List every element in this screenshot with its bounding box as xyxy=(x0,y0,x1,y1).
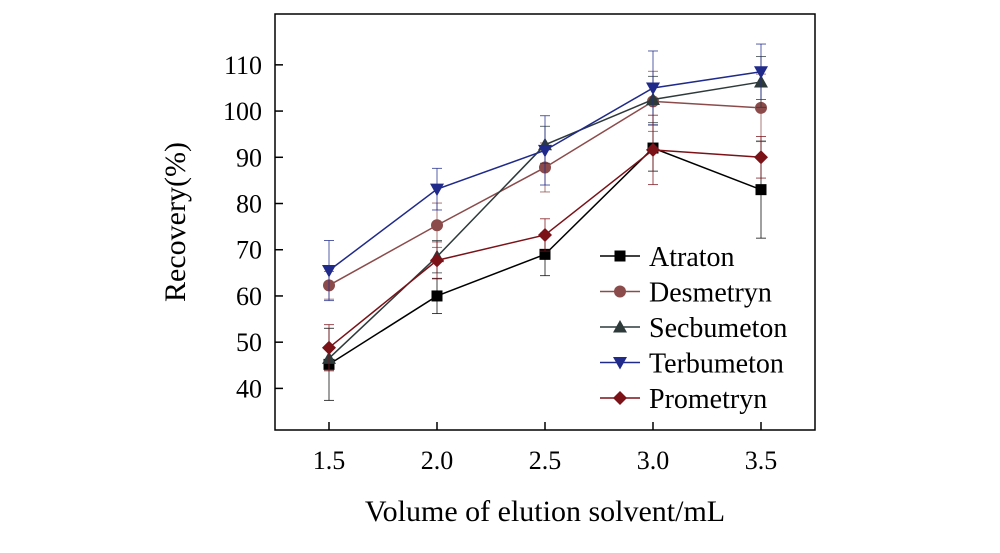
x-tick-label: 1.5 xyxy=(313,446,346,475)
series-terbumeton xyxy=(322,43,768,302)
y-tick-label: 40 xyxy=(236,374,262,403)
data-point-prometryn xyxy=(646,142,660,157)
x-tick-label: 3.5 xyxy=(745,446,778,475)
series-group xyxy=(322,43,768,401)
x-axis-title: Volume of elution solvent/mL xyxy=(365,495,725,528)
data-point-terbumeton xyxy=(538,144,552,158)
data-point-prometryn xyxy=(322,340,336,355)
legend-item-desmetryn: Desmetryn xyxy=(600,278,772,309)
legend-marker-terbumeton xyxy=(613,357,627,370)
legend-label-atraton: Atraton xyxy=(649,242,735,273)
data-point-desmetryn xyxy=(431,219,443,232)
y-tick-label: 70 xyxy=(236,236,262,265)
legend-item-prometryn: Prometryn xyxy=(600,384,767,415)
y-tick-label: 50 xyxy=(236,328,262,357)
legend-label-prometryn: Prometryn xyxy=(649,384,767,415)
y-tick-label: 60 xyxy=(236,282,262,311)
legend-label-terbumeton: Terbumeton xyxy=(649,349,784,380)
data-point-prometryn xyxy=(754,150,768,165)
data-point-atraton xyxy=(431,290,443,302)
data-point-terbumeton xyxy=(754,66,768,79)
axis-ticks: 1.5 2.0 2.5 3.0 3.5 40 50 60 70 80 90 100 110 xyxy=(223,51,777,475)
legend-item-atraton: Atraton xyxy=(600,242,735,273)
legend-label-secbumeton: Secbumeton xyxy=(649,313,787,344)
legend-marker-atraton xyxy=(614,250,626,262)
legend-label-desmetryn: Desmetryn xyxy=(649,278,772,309)
data-point-atraton xyxy=(755,184,767,196)
data-point-prometryn xyxy=(430,253,444,268)
data-point-terbumeton xyxy=(430,183,444,197)
series-prometryn xyxy=(322,114,768,372)
legend-item-secbumeton: Secbumeton xyxy=(600,313,787,344)
y-axis-title: Recovery(%) xyxy=(159,142,192,302)
legend-marker-prometryn xyxy=(613,391,627,405)
x-tick-label: 2.5 xyxy=(529,446,562,475)
y-tick-label: 90 xyxy=(236,143,262,172)
data-point-terbumeton xyxy=(646,82,660,95)
data-point-atraton xyxy=(539,248,551,260)
legend-item-terbumeton: Terbumeton xyxy=(600,349,784,380)
x-tick-label: 2.0 xyxy=(421,446,454,475)
legend-marker-secbumeton xyxy=(613,320,627,333)
data-point-terbumeton xyxy=(322,265,336,278)
y-tick-label: 100 xyxy=(223,97,262,126)
legend: Atraton Desmetryn Secbumeton Terbumeton Prom… xyxy=(600,242,787,415)
x-tick-label: 3.0 xyxy=(637,446,670,475)
y-tick-label: 80 xyxy=(236,190,262,219)
legend-marker-desmetryn xyxy=(614,285,626,298)
y-tick-label: 110 xyxy=(224,51,262,80)
data-point-prometryn xyxy=(538,227,552,242)
